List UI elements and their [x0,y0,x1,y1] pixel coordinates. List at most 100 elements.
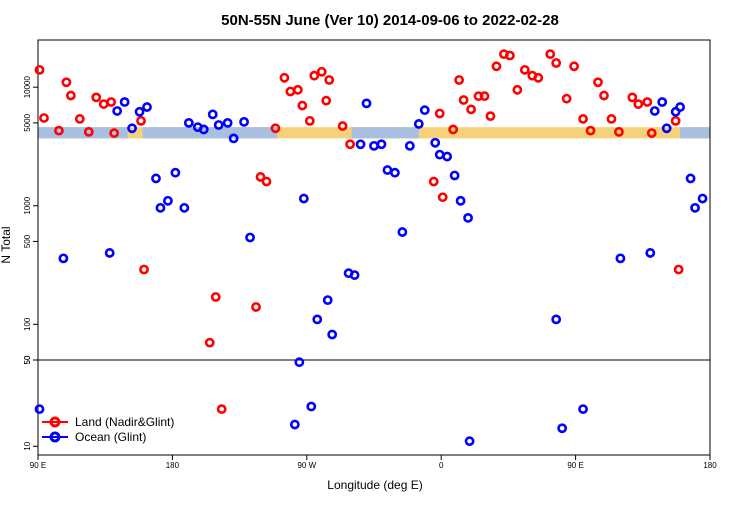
land-point [646,128,657,138]
ocean-point [349,270,360,281]
ocean-point [183,117,194,128]
ocean-point [615,253,626,264]
coverage-band [38,127,710,139]
ocean-point [361,98,372,109]
land-point [673,264,684,275]
ocean-point [170,167,181,178]
band-ocean-segment [142,127,277,139]
land-point [34,64,45,75]
ocean-point [404,140,415,151]
y-tick-label: 1000 [23,196,32,214]
ocean-point [34,404,45,415]
ocean-point [163,195,173,206]
axes: 90 E 180 90 W 0 90 E 180 50 100 500 1000 5000 10000… [23,39,717,470]
land-point [466,104,476,115]
ocean-point [228,133,239,144]
land-point [561,93,572,104]
ocean-point [551,314,562,325]
y-tick-label: 10000 [23,76,32,99]
y-tick-label: 100 [23,317,32,331]
y-tick-label: 50 [23,355,32,364]
land-point [491,61,502,72]
land-point [324,75,335,85]
ocean-point [245,232,255,243]
ocean-point [382,165,393,175]
ocean-point [430,137,441,148]
land-point [627,92,638,103]
ocean-point [142,102,152,112]
x-tick-label: 90 E [567,461,583,470]
band-ocean-segment [38,127,128,139]
legend-ocean-label: Ocean (Glint) [75,430,146,444]
legend: Land (Nadir&Glint) Ocean (Glint) [42,415,174,444]
ocean-point [58,253,69,264]
ocean-point [463,212,473,223]
land-point [321,95,332,106]
land-point [434,108,445,119]
ocean-point [312,314,323,325]
land-point [578,114,588,124]
land-point [569,61,580,72]
land-point [292,84,303,95]
land-point [216,404,227,415]
land-point [670,115,681,126]
data-points [34,49,708,447]
ocean-point [413,119,424,129]
ocean-point [675,102,686,112]
ocean-point [649,106,660,116]
land-point [210,292,221,302]
land-point [304,115,315,126]
ocean-point [578,404,588,415]
y-tick-label: 500 [23,234,32,248]
ocean-point [697,193,708,204]
land-point [83,126,94,137]
ocean-point [557,423,568,434]
land-point [106,97,117,107]
land-point [606,114,617,124]
ocean-point [442,151,453,162]
land-point [136,115,146,126]
land-point [261,176,272,187]
ocean-point [207,109,218,120]
land-point [39,113,49,123]
land-point [204,337,215,348]
y-tick-label: 10 [23,441,32,450]
x-axis-label: Longitude (deg E) [327,478,422,492]
land-point [585,125,596,136]
ocean-point [119,97,130,107]
ocean-point [390,167,400,178]
land-point [504,50,515,61]
legend-land-label: Land (Nadir&Glint) [75,415,174,429]
ocean-point [322,295,333,306]
land-point [109,128,120,138]
ocean-point [690,202,700,213]
land-point [337,121,348,131]
land-point [139,264,149,275]
land-point [485,111,496,122]
band-ocean-segment [351,127,419,139]
land-point [74,114,85,124]
land-point [437,192,448,203]
ocean-point [298,193,309,204]
land-point [593,77,603,88]
x-tick-label: 0 [439,461,444,470]
ocean-point [179,202,190,213]
x-tick-label: 180 [166,461,180,470]
land-point [61,77,72,88]
band-ocean-segment [680,127,710,139]
plot-frame [37,39,711,456]
ocean-point [355,139,366,150]
land-point [519,64,530,75]
legend-land-marker [49,416,61,428]
ocean-point [464,436,475,447]
legend-ocean-marker [49,431,61,443]
land-point [551,58,562,68]
land-point [599,90,609,101]
land-point [448,124,459,135]
ocean-point [661,123,672,134]
ocean-point [397,227,408,237]
land-point [512,84,523,95]
ocean-point [294,357,305,368]
y-tick-label: 5000 [23,113,32,131]
